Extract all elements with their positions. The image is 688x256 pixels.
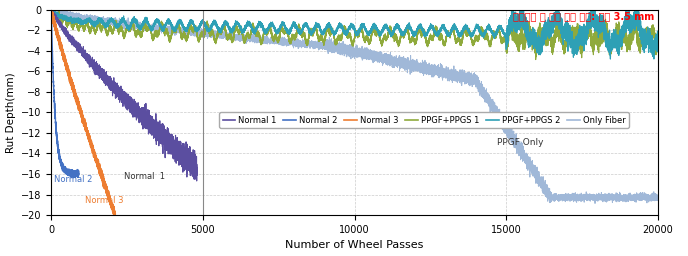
Normal 3 (84, 132, 92, 135)
Normal 3 (105, 198, 114, 201)
Normal 2 (67, 176, 76, 179)
Normal 1 (103, 83, 111, 86)
PPGF+PPGS 2 (334, 26, 343, 29)
Only Fiber (614, 197, 623, 200)
PPGF+PPGS 1 (334, 37, 343, 40)
Normal 1 (193, 179, 201, 183)
Line: Normal 2: Normal 2 (52, 9, 78, 178)
PPGF+PPGS 2 (436, 29, 444, 32)
Text: Normal  1: Normal 1 (124, 172, 165, 181)
Normal 2 (71, 173, 79, 176)
Only Fiber (482, 92, 490, 95)
Normal 1 (132, 112, 140, 115)
Normal 1 (136, 115, 144, 119)
Legend: Normal 1, Normal 2, Normal 3, PPGF+PPGS 1, PPGF+PPGS 2, Only Fiber: Normal 1, Normal 2, Normal 3, PPGF+PPGS … (219, 112, 629, 128)
Line: Normal 3: Normal 3 (52, 9, 115, 215)
PPGF+PPGS 2 (198, 20, 206, 23)
Normal 3 (111, 213, 119, 216)
Normal 2 (59, 166, 67, 169)
Line: PPGF+PPGS 1: PPGF+PPGS 1 (52, 9, 658, 60)
PPGF+PPGS 2 (654, 37, 662, 40)
Normal 3 (110, 214, 118, 217)
Only Fiber (591, 202, 599, 205)
Normal 1 (158, 141, 166, 144)
Normal 2 (68, 173, 76, 176)
Only Fiber (654, 196, 662, 199)
PPGF+PPGS 2 (606, 58, 614, 61)
Normal 2 (74, 169, 83, 173)
Only Fiber (198, 31, 206, 34)
PPGF+PPGS 1 (47, 8, 56, 11)
Y-axis label: Rut Depth(mm): Rut Depth(mm) (6, 72, 16, 153)
Only Fiber (414, 66, 422, 69)
Normal 1 (47, 8, 56, 11)
PPGF+PPGS 1 (654, 39, 662, 42)
Normal 2 (67, 172, 75, 175)
Only Fiber (334, 47, 343, 50)
PPGF+PPGS 2 (47, 8, 56, 11)
Text: Normal 3: Normal 3 (85, 196, 123, 205)
Only Fiber (436, 68, 444, 71)
Normal 1 (116, 93, 124, 96)
PPGF+PPGS 2 (614, 42, 623, 45)
Normal 3 (58, 50, 67, 53)
Normal 3 (47, 8, 56, 11)
Normal 2 (54, 152, 63, 155)
Only Fiber (47, 8, 56, 11)
PPGF+PPGS 1 (482, 34, 490, 37)
PPGF+PPGS 1 (614, 28, 623, 31)
Line: Only Fiber: Only Fiber (52, 9, 658, 204)
Normal 2 (47, 8, 56, 11)
Normal 1 (193, 169, 201, 173)
PPGF+PPGS 1 (414, 30, 422, 33)
Normal 3 (47, 10, 56, 13)
Line: PPGF+PPGS 2: PPGF+PPGS 2 (52, 9, 658, 59)
Text: 유리섬유 및 파분 보강 시료: 평균 3.5 mm: 유리섬유 및 파분 보강 시료: 평균 3.5 mm (513, 12, 655, 22)
Normal 2 (50, 100, 58, 103)
PPGF+PPGS 1 (532, 58, 540, 61)
PPGF+PPGS 2 (414, 26, 422, 29)
Normal 3 (98, 179, 107, 182)
Text: Normal 2: Normal 2 (54, 175, 92, 184)
PPGF+PPGS 1 (198, 32, 206, 35)
PPGF+PPGS 1 (436, 32, 444, 35)
PPGF+PPGS 2 (482, 29, 490, 33)
Line: Normal 1: Normal 1 (52, 9, 197, 181)
X-axis label: Number of Wheel Passes: Number of Wheel Passes (286, 240, 424, 250)
Text: PPGF Only: PPGF Only (497, 138, 544, 147)
Normal 3 (58, 48, 67, 51)
Normal 1 (52, 19, 61, 22)
Normal 3 (105, 194, 113, 197)
